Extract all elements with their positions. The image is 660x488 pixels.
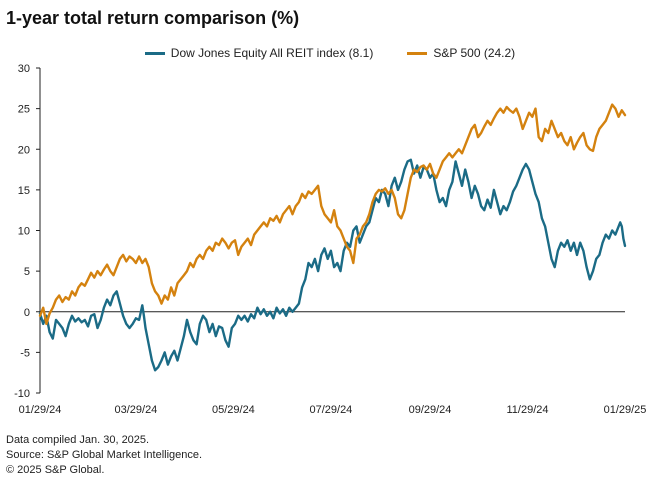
y-tick-label: 15 — [18, 185, 30, 197]
legend: Dow Jones Equity All REIT index (8.1) S&… — [0, 46, 660, 60]
legend-item-sp500: S&P 500 (24.2) — [407, 46, 515, 60]
y-tick-label: 0 — [24, 307, 30, 319]
series-layer — [38, 103, 627, 372]
footer-source: Source: S&P Global Market Intelligence. — [6, 449, 203, 461]
y-tick-label: 30 — [18, 63, 30, 75]
y-tick-label: -5 — [20, 347, 30, 359]
footer: Data compiled Jan. 30, 2025. Source: S&P… — [6, 433, 202, 478]
x-tick-label: 11/29/24 — [506, 404, 548, 416]
series-line-reit — [38, 158, 627, 372]
legend-label-sp500: S&P 500 (24.2) — [433, 46, 516, 60]
x-tick-label: 09/29/24 — [409, 404, 452, 416]
legend-swatch-sp500 — [407, 51, 428, 55]
line-chart: -10 -5 0 5 10 15 20 25 30 01/29/24 03/29/24 05/29/… — [14, 63, 647, 416]
y-axis: -10 -5 0 5 10 15 20 25 30 — [14, 63, 41, 400]
y-tick-label: 5 — [24, 266, 30, 278]
chart-title: 1-year total return comparison (%) — [6, 8, 300, 28]
x-axis: 01/29/24 03/29/24 05/29/24 07/29/24 09/29/24… — [19, 311, 647, 416]
x-tick-label: 05/29/24 — [212, 404, 255, 416]
y-tick-label: 20 — [18, 144, 30, 156]
footer-compiled: Data compiled Jan. 30, 2025. — [6, 434, 150, 446]
x-tick-label: 07/29/24 — [309, 404, 352, 416]
y-tick-label: 10 — [18, 226, 30, 238]
legend-label-reit: Dow Jones Equity All REIT index (8.1) — [170, 46, 374, 60]
series-line-sp500 — [38, 103, 627, 326]
x-tick-label: 01/29/25 — [604, 404, 647, 416]
legend-item-reit: Dow Jones Equity All REIT index (8.1) — [144, 46, 374, 60]
x-tick-label: 01/29/24 — [19, 404, 62, 416]
footer-copyright: © 2025 S&P Global. — [6, 464, 105, 476]
y-tick-label: 25 — [18, 104, 30, 116]
y-tick-label: -10 — [14, 388, 30, 400]
legend-swatch-reit — [144, 51, 165, 55]
x-tick-label: 03/29/24 — [114, 404, 157, 416]
